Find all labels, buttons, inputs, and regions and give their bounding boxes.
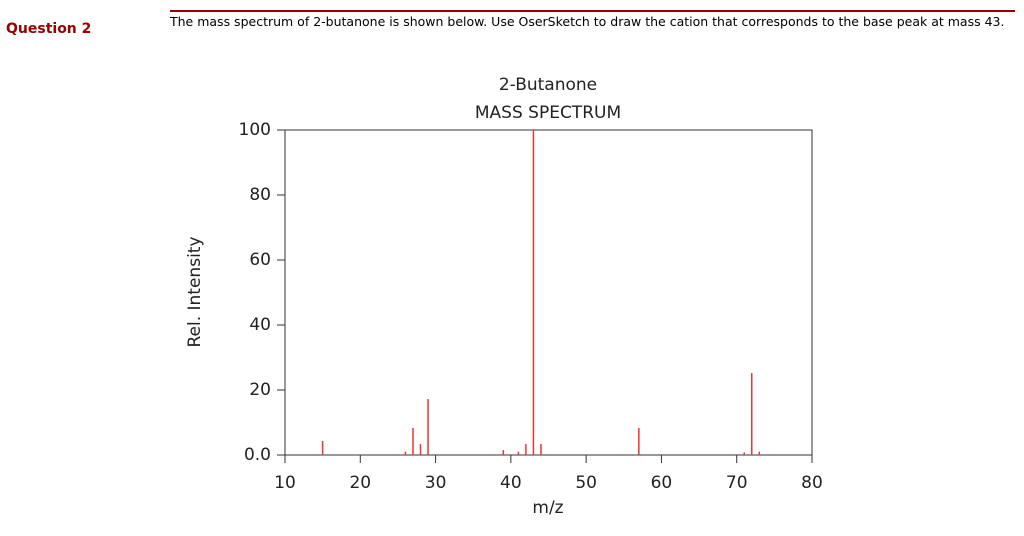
chart-title: 2-Butanone <box>499 75 597 95</box>
x-tick-label: 20 <box>349 473 371 493</box>
plot-frame <box>284 129 813 456</box>
y-tick-label: 100 <box>239 120 271 140</box>
question-label: Question 2 <box>6 21 92 37</box>
x-tick-label: 60 <box>651 473 673 493</box>
y-tick-label: 0.0 <box>244 445 271 465</box>
x-tick-label: 70 <box>726 473 748 493</box>
y-tick-label: 80 <box>249 185 271 205</box>
x-tick-label: 40 <box>500 473 522 493</box>
x-tick-label: 80 <box>801 473 823 493</box>
y-axis-label: Rel. Intensity <box>185 236 205 347</box>
y-tick-label: 60 <box>249 250 271 270</box>
y-tick-label: 40 <box>249 315 271 335</box>
x-tick-label: 50 <box>575 473 597 493</box>
x-tick-label: 10 <box>274 473 296 493</box>
question-text: The mass spectrum of 2-butanone is shown… <box>170 10 1015 29</box>
x-axis-label: m/z <box>532 498 563 518</box>
x-tick-label: 30 <box>425 473 447 493</box>
chart-subtitle: MASS SPECTRUM <box>475 103 621 123</box>
y-tick-label: 20 <box>249 380 271 400</box>
